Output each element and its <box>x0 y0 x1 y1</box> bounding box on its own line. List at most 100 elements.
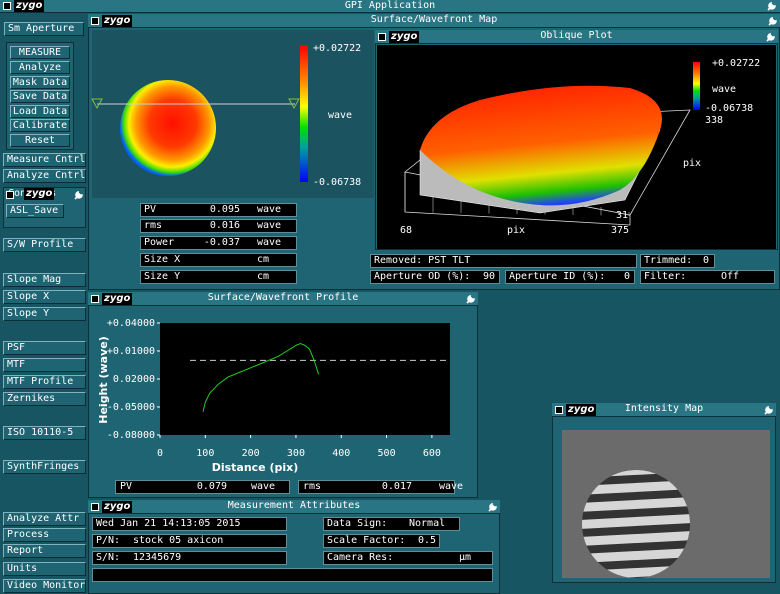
sidebar-button[interactable]: Slope Mag <box>3 273 86 287</box>
axis-tick: 68 <box>400 225 412 236</box>
sidebar-button[interactable]: Report <box>3 544 86 558</box>
y-tick-label: 0.02000 <box>113 374 155 385</box>
fringe <box>579 530 693 547</box>
y-tick-label: -0.05000 <box>107 402 155 413</box>
sidebar-button[interactable]: Calibrate <box>10 119 70 132</box>
sidebar-button[interactable]: Analyze Attr <box>3 512 86 526</box>
sidebar-button[interactable]: Video Monitor <box>3 579 86 593</box>
sidebar-button[interactable]: Slope Y <box>3 307 86 321</box>
scale-unit: wave <box>328 110 352 121</box>
field-unit: µm <box>459 552 472 563</box>
sidebar-button[interactable]: MTF Profile <box>3 375 86 389</box>
scale-max: +0.02722 <box>313 43 361 54</box>
profile-line <box>202 342 320 412</box>
sidebar-button[interactable]: Mask Data <box>10 76 70 89</box>
wrench-icon[interactable] <box>767 16 777 26</box>
attribute-field: Wed Jan 21 14:13:05 2015 <box>92 517 287 531</box>
surface-map-disk <box>120 80 216 176</box>
oblique-surface <box>420 85 662 206</box>
field-label: Data Sign: <box>327 518 388 529</box>
sidebar-button[interactable]: Reset <box>10 134 70 147</box>
field-label: Power <box>144 237 175 248</box>
sidebar-button[interactable]: Save Data <box>10 90 70 103</box>
result-field: PV 0.079 wave <box>115 480 290 494</box>
field-value: Off <box>721 271 740 282</box>
comment-field[interactable] <box>92 568 493 582</box>
close-button[interactable] <box>3 2 11 10</box>
field-label: Trimmed: <box>644 255 693 266</box>
field-label: Filter: <box>644 271 687 282</box>
close-button[interactable] <box>91 295 99 303</box>
sidebar-button[interactable]: Load Data <box>10 105 70 118</box>
axis-tick: 375 <box>611 225 629 236</box>
sidebar-button[interactable]: S/W Profile <box>3 238 86 252</box>
aperture-selector[interactable]: Sm Aperture <box>4 22 84 36</box>
wrench-icon[interactable] <box>766 1 776 11</box>
sidebar-button[interactable]: ISO 10110-5 <box>3 426 86 440</box>
x-tick-label: 0 <box>157 448 163 459</box>
zygo-logo: zygo <box>102 293 133 305</box>
sidebar-button[interactable]: ASL_Save <box>6 204 64 218</box>
title-bar: Surface/Wavefront Map <box>88 14 780 28</box>
attribute-field: Data Sign: Normal <box>323 517 460 531</box>
x-tick-label: 400 <box>332 448 350 459</box>
attribute-field: Camera Res: µm <box>323 551 493 565</box>
close-button[interactable] <box>91 17 99 25</box>
field-value: 0.079 <box>196 481 227 492</box>
close-button[interactable] <box>91 503 99 511</box>
wrench-icon[interactable] <box>73 190 83 200</box>
sidebar-button[interactable]: MEASURE <box>10 46 70 59</box>
date: Wed Jan 21 14:13:05 2015 <box>96 518 241 529</box>
wrench-icon[interactable] <box>465 294 475 304</box>
close-button[interactable] <box>6 191 14 199</box>
field-value: 0.016 <box>209 220 240 231</box>
field-label: Size Y <box>144 271 181 282</box>
x-tick-label: 500 <box>378 448 396 459</box>
close-button[interactable] <box>555 406 563 414</box>
field-unit: wave <box>257 204 282 215</box>
x-tick-label: 100 <box>196 448 214 459</box>
close-button[interactable] <box>378 33 386 41</box>
field-value: Normal <box>409 518 446 529</box>
scale-unit: wave <box>712 84 736 95</box>
title-bar: Intensity Map <box>552 403 776 417</box>
zygo-logo: zygo <box>102 501 133 513</box>
sidebar-button[interactable]: SynthFringes <box>3 460 86 474</box>
sidebar-button[interactable]: PSF <box>3 341 86 355</box>
sidebar-button[interactable]: Units <box>3 562 86 576</box>
field-value: 90 <box>482 271 495 282</box>
field-value: -0.037 <box>203 237 240 248</box>
sidebar-button[interactable]: Analyze <box>10 61 70 74</box>
sidebar-button[interactable]: Slope X <box>3 290 86 304</box>
wrench-icon[interactable] <box>487 502 497 512</box>
x-axis-title: Distance (pix) <box>212 461 299 474</box>
sidebar-button[interactable]: Measure Cntrl <box>3 153 86 167</box>
sidebar-button[interactable]: Analyze Cntrl <box>3 169 86 183</box>
result-field: Size Y cm <box>140 270 297 284</box>
field-label: P/N: <box>96 535 121 546</box>
field-value: 12345679 <box>133 552 182 563</box>
sidebar-button[interactable]: Zernikes <box>3 392 86 406</box>
zygo-logo: zygo <box>566 404 597 416</box>
sidebar-button[interactable]: MTF <box>3 358 86 372</box>
wrench-icon[interactable] <box>765 32 775 42</box>
status-field: Aperture ID (%): 0 <box>505 270 635 284</box>
attribute-field: Scale Factor: 0.5 <box>323 534 440 548</box>
field-label: Aperture ID (%): <box>509 271 606 282</box>
result-field: rms 0.017 wave <box>298 480 463 494</box>
result-field: PV 0.095 wave <box>140 203 297 217</box>
window-title-bar: GPI Application <box>0 0 780 13</box>
field-value: 0 <box>703 255 710 266</box>
axis-label: pix <box>507 225 525 236</box>
wrench-icon[interactable] <box>763 405 773 415</box>
attribute-field: S/N: 12345679 <box>92 551 287 565</box>
axis-label: pix <box>683 158 701 169</box>
x-tick-label: 200 <box>242 448 260 459</box>
field-label: Scale Factor: <box>327 535 406 546</box>
sidebar-button[interactable]: Process <box>3 528 86 542</box>
scale-max: +0.02722 <box>712 58 760 69</box>
field-value: 0 <box>623 271 630 282</box>
plot-area <box>160 323 450 435</box>
field-unit: wave <box>251 481 276 492</box>
